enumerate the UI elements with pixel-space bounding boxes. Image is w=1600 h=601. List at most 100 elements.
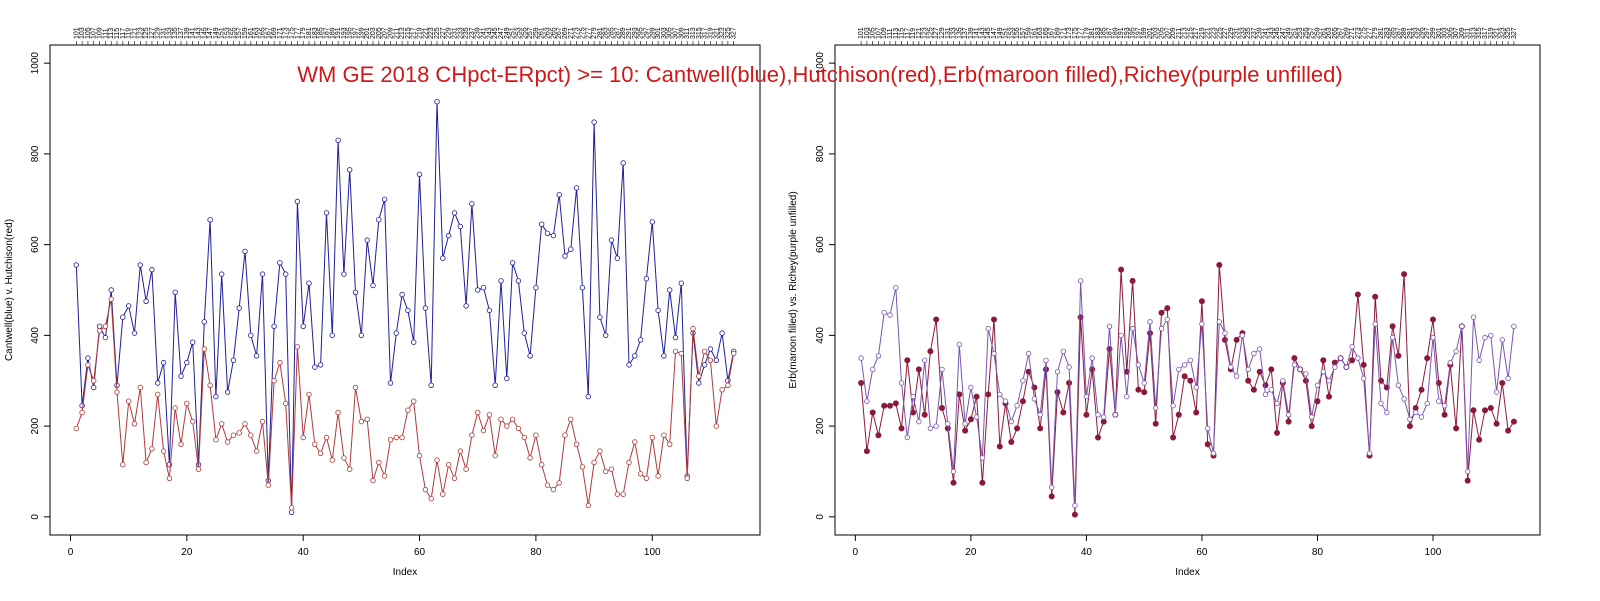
data-point-hutchison <box>213 437 219 443</box>
top-tick-label: 115 <box>114 28 121 39</box>
series-line-richey <box>860 280 1515 506</box>
data-point-cantwell <box>224 389 231 395</box>
top-tick-label: 123 <box>137 27 144 39</box>
data-point-cantwell <box>585 393 591 400</box>
data-point-hutchison <box>79 409 85 416</box>
data-point-richey <box>1297 366 1303 373</box>
data-point-richey <box>1291 362 1298 368</box>
data-point-cantwell <box>79 403 85 409</box>
data-point-erb <box>1487 404 1494 411</box>
data-point-hutchison <box>189 418 196 425</box>
top-tick-label: 265 <box>1332 27 1339 39</box>
top-tick-label: 237 <box>1251 27 1258 39</box>
top-tick-label: 193 <box>341 27 348 39</box>
data-point-hutchison <box>469 432 475 438</box>
data-point-richey <box>1326 378 1332 384</box>
top-tick-label: 197 <box>353 27 360 39</box>
data-point-erb <box>1401 271 1408 278</box>
top-tick-label: 271 <box>1349 27 1356 39</box>
top-tick-label: 253 <box>1297 27 1304 39</box>
top-tick-label: 139 <box>968 27 975 39</box>
data-point-erb <box>1499 379 1506 386</box>
data-point-cantwell <box>108 287 114 293</box>
data-point-hutchison <box>603 468 609 475</box>
data-point-richey <box>997 391 1003 398</box>
data-point-richey <box>1447 359 1453 366</box>
data-point-erb <box>1060 409 1067 416</box>
top-tick-label: 255 <box>1303 27 1310 39</box>
data-point-cantwell <box>550 232 557 239</box>
data-point-cantwell <box>643 276 650 282</box>
data-point-hutchison <box>550 486 557 493</box>
top-tick-label: 177 <box>1078 27 1085 39</box>
data-point-cantwell <box>620 160 626 166</box>
data-point-hutchison <box>73 425 79 432</box>
data-point-hutchison <box>335 409 341 416</box>
x-tick-label: 20 <box>965 547 977 558</box>
top-tick-label: 231 <box>1234 27 1241 39</box>
data-point-erb <box>1204 441 1211 448</box>
data-point-erb <box>1245 377 1252 384</box>
top-tick-label: 299 <box>649 27 656 39</box>
data-point-richey <box>1020 378 1026 384</box>
data-point-cantwell <box>381 196 388 202</box>
data-point-richey <box>945 421 951 427</box>
data-point-hutchison <box>463 466 469 472</box>
data-point-erb <box>1066 379 1073 386</box>
data-point-hutchison <box>259 418 266 425</box>
top-tick-label: 207 <box>1164 27 1171 39</box>
top-tick-label: 199 <box>1141 27 1148 39</box>
data-point-richey <box>939 366 945 373</box>
top-tick-label: 217 <box>1193 27 1200 39</box>
chart-title: WM GE 2018 CHpct-ERpct) >= 10: Cantwell(… <box>297 62 1342 87</box>
data-point-richey <box>1285 412 1292 418</box>
data-point-erb <box>991 316 998 323</box>
data-point-richey <box>893 285 899 291</box>
data-point-cantwell <box>696 380 702 386</box>
data-point-hutchison <box>294 344 301 350</box>
top-tick-label: 247 <box>1280 27 1287 39</box>
data-point-erb <box>1464 477 1471 484</box>
data-point-cantwell <box>189 339 196 345</box>
data-point-hutchison <box>376 459 382 466</box>
top-tick-label: 103 <box>79 27 86 39</box>
data-point-hutchison <box>620 491 626 497</box>
data-point-richey <box>1441 403 1448 409</box>
top-tick-label: 321 <box>713 27 720 39</box>
top-tick-label: 319 <box>707 27 714 39</box>
top-tick-label: 147 <box>991 27 998 39</box>
data-point-cantwell <box>614 255 620 261</box>
data-point-cantwell <box>160 359 167 366</box>
data-point-richey <box>1360 375 1367 382</box>
data-point-hutchison <box>416 452 423 459</box>
data-point-richey <box>1118 332 1124 339</box>
top-tick-label: 297 <box>643 27 650 39</box>
data-point-richey <box>1256 346 1263 352</box>
top-tick-label: 283 <box>603 27 610 39</box>
data-point-richey <box>1493 389 1500 395</box>
y-tick-label: 1000 <box>30 52 41 75</box>
data-point-cantwell <box>178 373 184 379</box>
data-point-cantwell <box>591 119 597 125</box>
top-tick-label: 167 <box>265 27 272 39</box>
top-tick-label: 205 <box>1159 27 1166 39</box>
top-tick-label: 169 <box>1055 27 1062 39</box>
top-tick-label: 225 <box>434 27 441 39</box>
data-point-cantwell <box>242 248 248 255</box>
data-point-richey <box>1239 332 1246 339</box>
data-point-hutchison <box>271 378 277 384</box>
data-point-hutchison <box>114 389 120 395</box>
data-point-cantwell <box>457 223 463 230</box>
y-tick-label: 0 <box>815 514 826 520</box>
data-point-richey <box>1060 348 1066 354</box>
top-tick-label: 215 <box>405 27 412 39</box>
data-point-cantwell <box>120 314 126 320</box>
data-point-hutchison <box>381 473 388 479</box>
top-tick-label: 241 <box>1262 27 1269 39</box>
data-point-hutchison <box>306 391 312 398</box>
data-point-hutchison <box>370 477 376 484</box>
top-tick-label: 167 <box>1049 27 1056 39</box>
data-point-cantwell <box>312 364 318 370</box>
data-point-hutchison <box>283 400 289 407</box>
data-point-richey <box>1430 334 1436 341</box>
